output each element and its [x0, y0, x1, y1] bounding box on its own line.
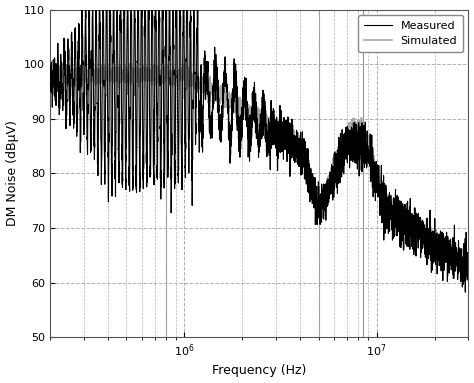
- X-axis label: Frequency (Hz): Frequency (Hz): [212, 365, 306, 377]
- Measured: [47, 65, 53, 70]
- Measured: [246, 120, 252, 125]
- Line: Measured: Measured: [50, 10, 468, 292]
- Measured: [351, 141, 357, 146]
- Simulated: [465, 268, 470, 273]
- Simulated: [223, 98, 229, 103]
- Measured: [465, 260, 471, 265]
- Legend: Measured, Simulated: Measured, Simulated: [358, 15, 463, 52]
- Simulated: [47, 74, 53, 78]
- Measured: [432, 232, 438, 237]
- Measured: [227, 131, 232, 135]
- Simulated: [88, 56, 94, 60]
- Simulated: [351, 123, 357, 127]
- Simulated: [246, 110, 252, 115]
- Simulated: [453, 249, 458, 253]
- Simulated: [432, 232, 438, 237]
- Simulated: [227, 94, 232, 99]
- Measured: [223, 83, 229, 88]
- Measured: [83, 7, 89, 12]
- Measured: [453, 263, 458, 268]
- Simulated: [465, 257, 471, 262]
- Y-axis label: DM Noise (dBμV): DM Noise (dBμV): [6, 121, 18, 226]
- Line: Simulated: Simulated: [50, 58, 468, 271]
- Measured: [463, 290, 468, 295]
